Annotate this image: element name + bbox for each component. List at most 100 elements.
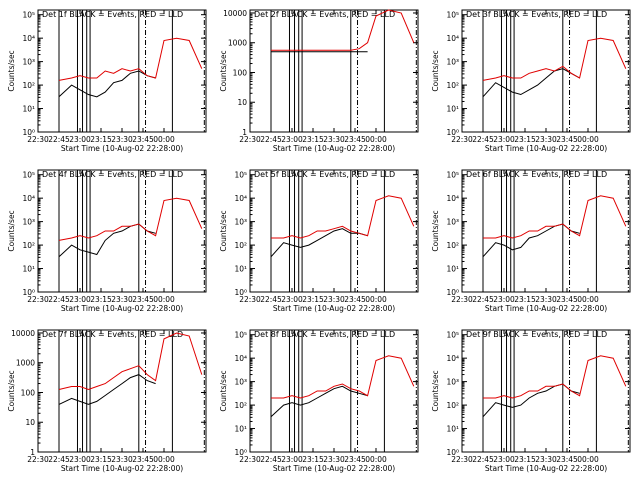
x-axis-title: Start Time (10-Aug-02 22:28:00) [273,304,395,313]
y-axis-title: Counts/sec [431,210,440,251]
y-tick-label: 10² [446,81,459,90]
x-tick-label: 22:30 [239,135,261,144]
panel-title: Det 1f BLACK = Events, RED = LLD [42,10,183,19]
y-tick-label: 10² [234,241,247,250]
series-events-line [482,383,580,418]
y-tick-label: 10³ [234,218,247,227]
x-tick-label: 23:45 [556,295,578,304]
y-tick-label: 10⁵ [446,11,459,20]
y-tick-label: 10⁵ [234,331,247,340]
y-tick-label: 10⁰ [446,288,459,297]
x-tick-label: 22:45 [472,295,494,304]
panel-det-4: Det 4f BLACK = Events, RED = LLD 22:30 22:… [7,169,207,313]
y-tick-label: 10⁴ [234,194,247,203]
y-tick-label: 10² [446,241,459,250]
series-lld-line [271,355,415,399]
y-tick-label: 100 [233,68,248,77]
x-tick-label: 23:15 [302,135,324,144]
x-tick-label: 00:00 [577,135,599,144]
panel-title: Det 6f BLACK = Events, RED = LLD [466,170,607,179]
x-tick-label: 22:30 [451,135,473,144]
x-tick-label: 23:30 [323,135,345,144]
y-tick-label: 10² [22,81,35,90]
plot-frame [461,9,631,133]
x-axis-title: Start Time (10-Aug-02 22:28:00) [485,304,607,313]
y-tick-label: 10¹ [22,105,35,114]
y-tick-label: 10⁰ [446,448,459,457]
x-axis-title: Start Time (10-Aug-02 22:28:00) [485,144,607,153]
x-tick-label: 22:45 [48,455,70,464]
x-tick-label: 23:45 [344,455,366,464]
x-tick-label: 22:45 [260,455,282,464]
x-axis-title: Start Time (10-Aug-02 22:28:00) [61,144,183,153]
x-axis-title: Start Time (10-Aug-02 22:28:00) [61,304,183,313]
panel-det-6: Det 6f BLACK = Events, RED = LLD 22:30 22:… [431,169,631,313]
panel-det-7: Det 7f BLACK = Events, RED = LLD 22:30 22:… [7,329,207,473]
x-tick-label: 23:15 [514,135,536,144]
y-tick-label: 1000 [16,359,35,368]
y-tick-label: 10⁴ [446,194,459,203]
x-tick-label: 23:45 [132,455,154,464]
panel-title: Det 8f BLACK = Events, RED = LLD [254,330,395,339]
x-tick-label: 23:45 [344,295,366,304]
y-axis-title: Counts/sec [219,210,228,251]
y-tick-label: 10⁵ [446,171,459,180]
y-tick-label: 1 [30,448,35,457]
panel-det-2: Det 2f BLACK = Events, RED = LLD 22:30 22:… [219,9,419,153]
series-events-line [482,223,580,258]
y-tick-label: 10⁰ [234,288,247,297]
x-tick-label: 23:45 [132,135,154,144]
series-lld-line [58,332,203,391]
x-tick-label: 23:00 [281,135,303,144]
panel-title: Det 4f BLACK = Events, RED = LLD [42,170,183,179]
x-tick-label: 22:45 [48,295,70,304]
x-tick-label: 22:45 [472,455,494,464]
y-tick-label: 10 [25,418,35,427]
panel-title: Det 9f BLACK = Events, RED = LLD [466,330,607,339]
x-tick-label: 22:30 [27,455,49,464]
series-lld-line [271,195,415,239]
x-tick-label: 23:00 [281,455,303,464]
panel-det-1: Det 1f BLACK = Events, RED = LLD 22:30 22:… [7,9,207,153]
x-tick-label: 22:30 [239,295,261,304]
x-tick-label: 23:45 [344,135,366,144]
y-tick-label: 10⁰ [446,128,459,137]
panel-det-3: Det 3f BLACK = Events, RED = LLD 22:30 22:… [431,9,631,153]
y-axis-title: Counts/sec [219,50,228,91]
x-tick-label: 23:15 [514,455,536,464]
plot-frame [249,9,419,133]
plot-frame [37,329,207,453]
y-axis-title: Counts/sec [7,50,16,91]
y-tick-label: 10³ [22,58,35,67]
panel-title: Det 5f BLACK = Events, RED = LLD [254,170,395,179]
x-tick-label: 22:30 [27,135,49,144]
y-tick-label: 10² [22,241,35,250]
y-axis-title: Counts/sec [431,50,440,91]
x-tick-label: 23:30 [111,295,133,304]
x-tick-label: 00:00 [577,455,599,464]
series-events-line [270,228,368,258]
x-tick-label: 23:00 [493,135,515,144]
x-tick-label: 23:45 [556,455,578,464]
x-tick-label: 22:30 [451,295,473,304]
y-tick-label: 10³ [446,58,459,67]
x-axis-title: Start Time (10-Aug-02 22:28:00) [273,464,395,473]
y-tick-label: 10⁴ [446,34,459,43]
x-tick-label: 22:45 [260,135,282,144]
x-tick-label: 00:00 [153,455,175,464]
y-tick-label: 10¹ [22,265,35,274]
y-tick-label: 10¹ [446,105,459,114]
y-tick-label: 10¹ [234,265,247,274]
x-tick-label: 23:00 [493,455,515,464]
y-tick-label: 10¹ [446,265,459,274]
y-tick-label: 1 [242,128,247,137]
x-tick-label: 23:15 [90,135,112,144]
y-tick-label: 10⁴ [234,354,247,363]
x-tick-label: 23:30 [323,295,345,304]
y-tick-label: 10000 [11,329,35,338]
x-tick-label: 23:30 [111,135,133,144]
x-tick-label: 00:00 [365,135,387,144]
x-tick-label: 22:30 [239,455,261,464]
x-tick-label: 00:00 [365,295,387,304]
